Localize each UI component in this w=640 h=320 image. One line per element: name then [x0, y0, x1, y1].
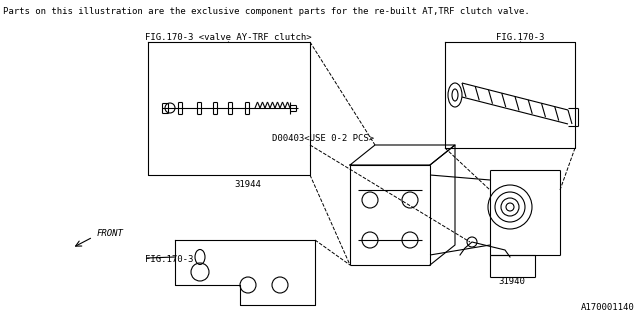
Text: FIG.170-3: FIG.170-3 — [496, 33, 544, 42]
Text: FIG.170-3: FIG.170-3 — [145, 255, 193, 264]
Text: Parts on this illustration are the exclusive component parts for the re-built AT: Parts on this illustration are the exclu… — [3, 7, 530, 16]
Text: A170001140: A170001140 — [581, 303, 635, 312]
Text: FIG.170-3 <valve AY-TRF clutch>: FIG.170-3 <valve AY-TRF clutch> — [145, 33, 311, 42]
Text: D00403<USE 0-2 PCS>: D00403<USE 0-2 PCS> — [272, 134, 374, 143]
Text: 31944: 31944 — [235, 180, 261, 189]
Text: FRONT: FRONT — [97, 229, 124, 238]
Text: 31940: 31940 — [498, 277, 525, 286]
